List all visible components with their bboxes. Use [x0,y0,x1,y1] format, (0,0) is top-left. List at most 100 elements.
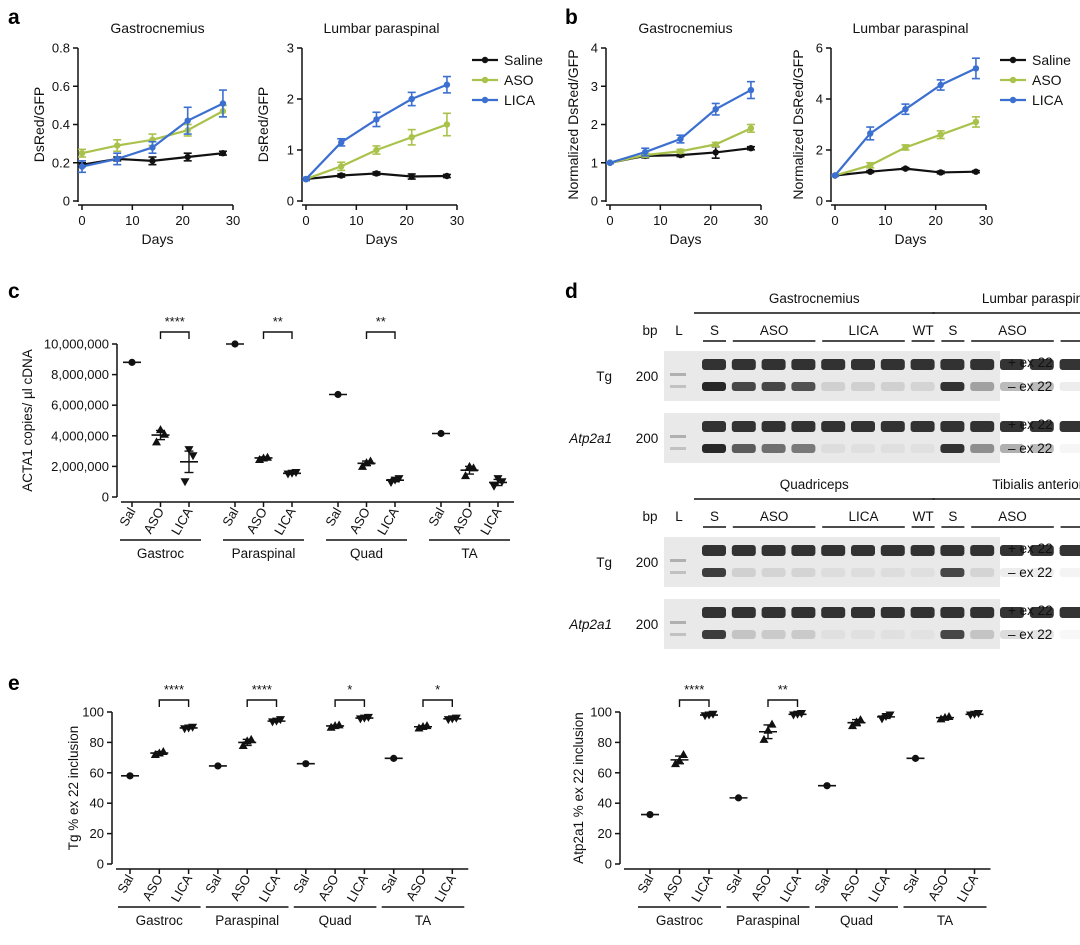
gel-band-lower [702,382,726,391]
y-tick-label: 0.4 [52,117,70,132]
gel-band-upper [910,421,935,432]
gel-gene-label: Tg [596,555,612,570]
x-category-label: ASO [403,872,430,903]
gel-band-lower [911,630,935,639]
x-category-label: Sal [114,872,136,896]
x-category-label: LICA [271,505,299,538]
gel-band-upper [1029,545,1054,556]
gel-ladder-band [670,435,686,438]
y-tick-label: 20 [598,826,612,841]
y-tick-label: 0 [605,857,612,872]
y-tick-label: 0 [63,194,70,209]
x-category-label: LICA [374,505,402,538]
y-tick-label: 0 [102,490,109,505]
data-point-saline [338,172,345,179]
group-label: Paraspinal [215,913,279,928]
gel-tissue-label: Tibialis anterior [992,477,1080,492]
gel-band-lower [731,382,756,391]
gel-band-upper [791,545,816,556]
x-category-label: Sal [723,872,745,896]
data-point-aso [78,149,86,157]
gel-band-lower [791,444,816,453]
gel-size-label: 200 [636,369,659,384]
legend-marker-aso [1009,76,1017,84]
gel-band-lower [880,382,905,391]
significance-bracket [159,331,190,339]
data-point-saline [373,170,380,177]
chart-title: Lumbar paraspinal [853,20,969,36]
panel-letter-a: a [8,6,20,29]
significance-label: ** [273,314,283,329]
gel-band-lower [970,444,995,453]
significance-bracket [334,699,366,707]
gel-ladder-band [670,373,686,376]
data-point-aso [747,125,755,132]
legend-marker-lica [1009,96,1017,104]
x-tick-label: 0 [831,213,838,228]
chart-title: Gastrocnemius [110,20,204,36]
gel-background [664,537,1000,587]
x-tick-label: 30 [226,213,240,228]
group-label: TA [461,546,477,561]
significance-label: ** [778,682,788,697]
x-category-label: LICA [688,872,716,905]
gel-band-upper [880,545,905,556]
gel-band-upper [880,421,905,432]
data-point-lica [712,106,719,113]
x-tick-label: 0 [78,213,85,228]
x-category-label: ASO [925,872,952,903]
y-axis-label: Tg % ex 22 inclusion [66,726,81,851]
group-label: Gastroc [656,913,704,928]
x-category-label: Sal [425,505,447,529]
group-label: Quad [319,913,352,928]
y-tick-label: 1 [287,143,294,158]
gel-lane-label: S [948,509,957,524]
y-tick-label: 8,000,000 [51,367,109,382]
data-point [180,478,190,487]
y-axis-label: Normalized DsRed/GFP [790,49,806,199]
group-label: Gastroc [137,546,185,561]
gel-band-upper [970,359,995,370]
gel-band-label-plus: + ex 22 [1008,417,1053,432]
gel-band-upper [1000,545,1024,556]
x-tick-label: 10 [349,213,363,228]
x-tick-label: 20 [175,213,189,228]
y-tick-label: 6 [816,41,823,56]
gel-band-upper [761,607,786,618]
group-label: Gastroc [136,913,184,928]
gel-ladder-band [670,633,686,636]
data-point-lica [373,116,380,123]
significance-label: * [435,682,440,697]
data-point-saline [184,153,191,161]
y-tick-label: 0.2 [52,155,70,170]
x-category-label: LICA [431,872,459,905]
x-category-label: Sal [219,505,241,529]
x-axis-label: Days [895,231,927,247]
gel-band-upper [851,359,875,370]
gel-ladder-band [670,621,686,624]
gel-band-lower [910,568,935,577]
significance-bracket [365,331,396,339]
gel-band-upper [791,359,816,370]
data-point-aso [338,163,345,170]
gel-band-upper [821,421,846,432]
gel-band-lower [1000,382,1024,391]
gel-background [664,413,1000,463]
x-category-label: LICA [477,505,505,538]
gel-lane-label: ASO [998,509,1027,524]
data-point-lica [677,135,684,143]
data-point [461,471,470,480]
gel-band-lower [1029,444,1054,453]
data-point-aso [972,118,980,126]
panel-b-lumbar-chart: Lumbar paraspinal 0 2 4 6 0 10 20 30 Days Normaliz… [790,20,1071,247]
legend-marker-aso [481,76,489,84]
gel-lane-label: S [710,509,719,524]
gel-band-lower [761,630,786,639]
gel-band-upper [970,545,995,556]
gel-band-lower [851,382,875,391]
data-point-lica [972,65,980,72]
gel-band-lower [880,630,905,639]
legend-marker-lica [481,96,489,104]
data-point-lica [149,144,156,151]
